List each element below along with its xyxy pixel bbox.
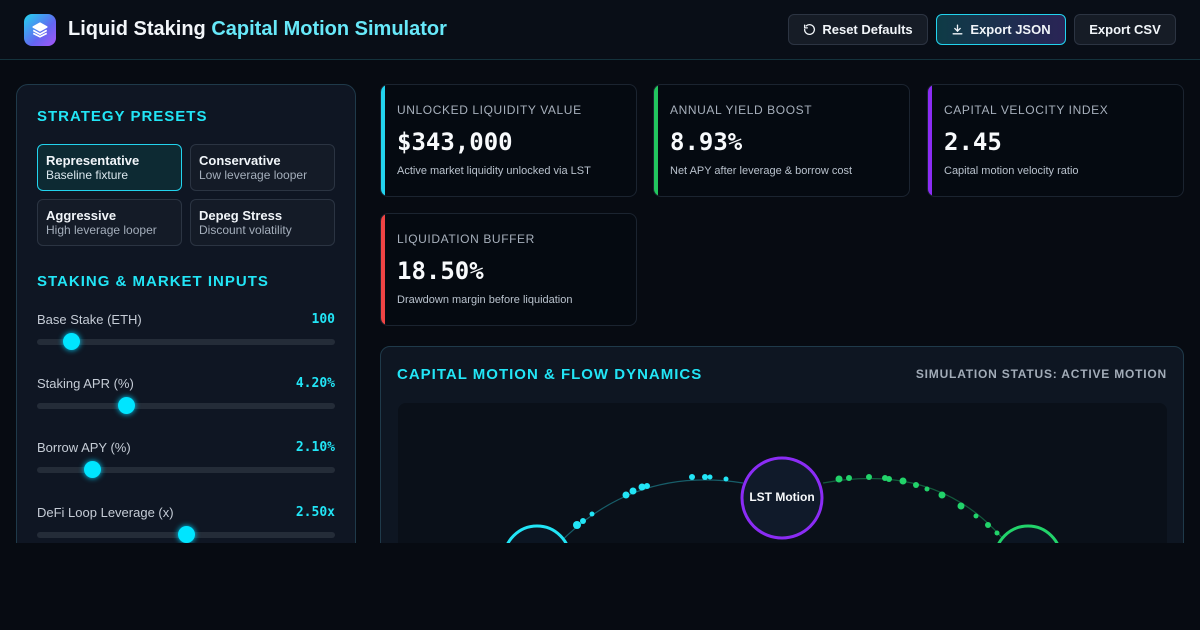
download-icon — [951, 23, 964, 36]
capital-flow-panel: CAPITAL MOTION & FLOW DYNAMICS SIMULATIO… — [380, 346, 1184, 576]
preset-desc: Discount volatility — [199, 223, 292, 237]
app-header: Liquid Staking Capital Motion Simulator … — [0, 0, 1200, 60]
simulation-status: SIMULATION STATUS: ACTIVE MOTION — [915, 367, 1167, 381]
slider-thumb[interactable] — [84, 461, 102, 478]
metric-desc: Drawdown margin before liquidation — [397, 294, 573, 306]
metric-value: 8.93% — [670, 128, 743, 156]
metric-title: LIQUIDATION BUFFER — [397, 232, 535, 246]
preset-name: Aggressive — [46, 208, 117, 223]
metric-desc: Capital motion velocity ratio — [944, 165, 1079, 177]
metric-accent-bar — [381, 85, 385, 196]
staking-inputs-title: STAKING & MARKET INPUTS — [37, 273, 269, 290]
metric-card-unlocked-liquidity: UNLOCKED LIQUIDITY VALUE $343,000 Active… — [380, 84, 637, 197]
flow-particles-green — [835, 474, 1000, 536]
metric-title: UNLOCKED LIQUIDITY VALUE — [397, 103, 582, 117]
slider-thumb[interactable] — [178, 526, 195, 543]
app-logo — [24, 14, 56, 46]
reset-defaults-label: Reset Defaults — [822, 22, 913, 37]
preset-aggressive[interactable]: Aggressive High leverage looper — [37, 199, 182, 246]
export-json-button[interactable]: Export JSON — [936, 14, 1066, 45]
lst-motion-label: LST Motion — [749, 490, 815, 504]
metric-value: 18.50% — [397, 257, 484, 285]
metric-accent-bar — [381, 214, 385, 325]
flow-particles-cyan — [573, 474, 729, 529]
export-json-label: Export JSON — [970, 22, 1051, 37]
export-csv-button[interactable]: Export CSV — [1074, 14, 1176, 45]
slider-track[interactable] — [37, 339, 335, 345]
sidebar-panel: STRATEGY PRESETS Representative Baseline… — [16, 84, 356, 564]
metric-accent-bar — [654, 85, 658, 196]
metric-desc: Active market liquidity unlocked via LST — [397, 165, 591, 177]
input-label: Staking APR (%) — [37, 376, 134, 391]
preset-conservative[interactable]: Conservative Low leverage looper — [190, 144, 335, 191]
rotate-ccw-icon — [803, 23, 816, 36]
flow-title: CAPITAL MOTION & FLOW DYNAMICS — [397, 366, 703, 383]
preset-name: Depeg Stress — [199, 208, 283, 223]
input-label: Base Stake (ETH) — [37, 312, 142, 327]
metric-title: CAPITAL VELOCITY INDEX — [944, 103, 1109, 117]
input-label: Borrow APY (%) — [37, 440, 131, 455]
slider-thumb[interactable] — [118, 397, 136, 414]
slider-thumb[interactable] — [63, 333, 81, 350]
app-title-accent: Capital Motion Simulator — [211, 18, 447, 40]
metric-accent-bar — [928, 85, 932, 196]
preset-desc: High leverage looper — [46, 223, 157, 237]
input-value: 2.50x — [295, 505, 335, 520]
preset-desc: Low leverage looper — [199, 168, 308, 182]
layers-icon — [31, 21, 49, 39]
metric-value: $343,000 — [397, 128, 513, 156]
preset-representative[interactable]: Representative Baseline fixture — [37, 144, 182, 191]
metric-card-annual-yield: ANNUAL YIELD BOOST 8.93% Net APY after l… — [653, 84, 910, 197]
app-title-main: Liquid Staking — [68, 18, 206, 40]
input-label: DeFi Loop Leverage (x) — [37, 505, 174, 520]
metric-value: 2.45 — [944, 128, 1002, 156]
preset-name: Representative — [46, 153, 140, 168]
export-csv-label: Export CSV — [1089, 22, 1161, 37]
node-lst-motion[interactable] — [740, 456, 824, 540]
metric-card-capital-velocity: CAPITAL VELOCITY INDEX 2.45 Capital moti… — [927, 84, 1184, 197]
app-title: Liquid Staking Capital Motion Simulator — [68, 18, 447, 41]
metric-card-liquidation-buffer: LIQUIDATION BUFFER 18.50% Drawdown margi… — [380, 213, 637, 326]
strategy-presets-title: STRATEGY PRESETS — [37, 108, 208, 125]
input-value: 2.10% — [295, 440, 335, 455]
input-value: 4.20% — [295, 376, 335, 391]
slider-track[interactable] — [37, 467, 335, 473]
preset-depeg-stress[interactable]: Depeg Stress Discount volatility — [190, 199, 335, 246]
slider-track[interactable] — [37, 403, 335, 409]
preset-desc: Baseline fixture — [46, 168, 129, 182]
metric-title: ANNUAL YIELD BOOST — [670, 103, 813, 117]
page-background-bottom — [0, 543, 1200, 630]
reset-defaults-button[interactable]: Reset Defaults — [788, 14, 928, 45]
input-value: 100 — [311, 312, 335, 327]
preset-name: Conservative — [199, 153, 281, 168]
metric-desc: Net APY after leverage & borrow cost — [670, 165, 852, 177]
